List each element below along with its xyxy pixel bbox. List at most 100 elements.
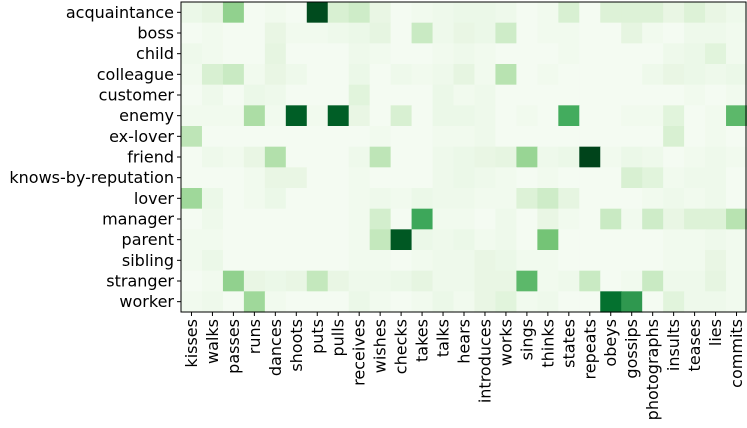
heatmap-cell-child-checks xyxy=(390,43,413,65)
heatmap-cell-worker-gossips xyxy=(621,291,643,313)
heatmap-cell-enemy-dances xyxy=(264,105,287,127)
y-tick-label: customer xyxy=(99,86,175,105)
heatmap-cell-manager-thinks xyxy=(537,208,559,230)
heatmap-cell-sibling-works xyxy=(495,250,517,272)
heatmap-cell-stranger-passes xyxy=(222,270,245,292)
heatmap-cell-parent-runs xyxy=(243,229,266,251)
heatmap-cell-child-gossips xyxy=(621,43,643,65)
heatmap-cell-colleague-wishes xyxy=(369,64,392,86)
heatmap-cell-acquaintance-dances xyxy=(264,2,287,24)
heatmap-cell-sibling-sings xyxy=(516,250,538,272)
heatmap-cell-knows-by-reputation-photographs xyxy=(642,167,664,189)
heatmap-cell-colleague-lies xyxy=(705,64,727,86)
heatmap-cell-sibling-wishes xyxy=(369,250,392,272)
heatmap-cell-stranger-teases xyxy=(684,270,706,292)
heatmap-cell-parent-receives xyxy=(348,229,371,251)
heatmap-cell-stranger-walks xyxy=(201,270,224,292)
heatmap-cell-sibling-teases xyxy=(684,250,706,272)
heatmap-cell-knows-by-reputation-pulls xyxy=(327,167,350,189)
heatmap-cell-ex-lover-checks xyxy=(390,126,413,148)
heatmap-cell-parent-passes xyxy=(222,229,245,251)
y-tick-label: manager xyxy=(102,210,174,229)
x-tick-label: checks xyxy=(392,319,411,374)
heatmap-cell-acquaintance-talks xyxy=(432,2,455,24)
heatmap-cell-stranger-insults xyxy=(663,270,685,292)
heatmap-cell-colleague-hears xyxy=(453,64,476,86)
heatmap-cell-worker-checks xyxy=(390,291,413,313)
heatmap-cell-parent-pulls xyxy=(327,229,350,251)
heatmap-cell-friend-shoots xyxy=(285,146,308,168)
heatmap-cell-boss-obeys xyxy=(600,22,622,44)
heatmap-cell-boss-talks xyxy=(432,22,455,44)
y-tick-label: enemy xyxy=(119,106,174,125)
heatmap-cell-lover-wishes xyxy=(369,188,392,210)
heatmap-cell-stranger-hears xyxy=(453,270,476,292)
heatmap-cell-parent-thinks xyxy=(537,229,559,251)
heatmap-cell-ex-lover-walks xyxy=(201,126,224,148)
heatmap-cell-lover-shoots xyxy=(285,188,308,210)
heatmap-cell-manager-teases xyxy=(684,208,706,230)
heatmap-cell-knows-by-reputation-passes xyxy=(222,167,245,189)
heatmap-cell-manager-repeats xyxy=(579,208,601,230)
heatmap-cell-lover-teases xyxy=(684,188,706,210)
heatmap-cell-boss-introduces xyxy=(474,22,497,44)
heatmap-cell-parent-repeats xyxy=(579,229,601,251)
heatmap-cell-lover-insults xyxy=(663,188,685,210)
heatmap-cell-manager-states xyxy=(558,208,580,230)
heatmap-cell-stranger-receives xyxy=(348,270,371,292)
heatmap-cell-enemy-introduces xyxy=(474,105,497,127)
heatmap-cell-lover-receives xyxy=(348,188,371,210)
heatmap-cell-sibling-walks xyxy=(201,250,224,272)
heatmap-cell-ex-lover-commits xyxy=(726,126,747,148)
heatmap-cell-stranger-pulls xyxy=(327,270,350,292)
heatmap-cell-manager-pulls xyxy=(327,208,350,230)
heatmap-cell-knows-by-reputation-commits xyxy=(726,167,747,189)
heatmap-cell-enemy-repeats xyxy=(579,105,601,127)
heatmap-cell-stranger-dances xyxy=(264,270,287,292)
heatmap-cell-colleague-repeats xyxy=(579,64,601,86)
heatmap-cell-acquaintance-passes xyxy=(222,2,245,24)
heatmap-cell-knows-by-reputation-talks xyxy=(432,167,455,189)
heatmap-cell-lover-thinks xyxy=(537,188,559,210)
heatmap-cell-friend-lies xyxy=(705,146,727,168)
heatmap-cell-colleague-shoots xyxy=(285,64,308,86)
heatmap-cell-colleague-checks xyxy=(390,64,413,86)
heatmap-cell-stranger-shoots xyxy=(285,270,308,292)
y-tick-label: knows-by-reputation xyxy=(9,168,174,187)
plot-frame xyxy=(180,1,747,313)
heatmap-cell-ex-lover-states xyxy=(558,126,580,148)
heatmap-cell-colleague-walks xyxy=(201,64,224,86)
heatmap-cell-worker-commits xyxy=(726,291,747,313)
heatmap-cell-ex-lover-runs xyxy=(243,126,266,148)
heatmap-cell-friend-pulls xyxy=(327,146,350,168)
heatmap-cell-enemy-commits xyxy=(726,105,747,127)
heatmap-cell-manager-lies xyxy=(705,208,727,230)
heatmap-cell-customer-photographs xyxy=(642,84,664,106)
x-tick-label: puts xyxy=(308,319,327,354)
heatmap-cell-lover-pulls xyxy=(327,188,350,210)
heatmap-cell-stranger-thinks xyxy=(537,270,559,292)
heatmap-cell-colleague-introduces xyxy=(474,64,497,86)
heatmap-cell-manager-works xyxy=(495,208,517,230)
heatmap-cell-manager-sings xyxy=(516,208,538,230)
heatmap-cell-acquaintance-teases xyxy=(684,2,706,24)
heatmap-cell-stranger-introduces xyxy=(474,270,497,292)
heatmap-cell-colleague-photographs xyxy=(642,64,664,86)
heatmap-cell-enemy-walks xyxy=(201,105,224,127)
heatmap-cell-boss-receives xyxy=(348,22,371,44)
heatmap-cell-friend-hears xyxy=(453,146,476,168)
heatmap-cell-parent-talks xyxy=(432,229,455,251)
heatmap-cell-parent-dances xyxy=(264,229,287,251)
heatmap-cell-child-receives xyxy=(348,43,371,65)
heatmap-cell-colleague-sings xyxy=(516,64,538,86)
heatmap-cell-enemy-receives xyxy=(348,105,371,127)
heatmap-cell-parent-introduces xyxy=(474,229,497,251)
heatmap-cell-sibling-runs xyxy=(243,250,266,272)
heatmap-cell-manager-wishes xyxy=(369,208,392,230)
heatmap-cell-boss-commits xyxy=(726,22,747,44)
heatmap-cell-worker-insults xyxy=(663,291,685,313)
heatmap-cell-stranger-states xyxy=(558,270,580,292)
heatmap-cell-ex-lover-pulls xyxy=(327,126,350,148)
heatmap-cell-friend-talks xyxy=(432,146,455,168)
